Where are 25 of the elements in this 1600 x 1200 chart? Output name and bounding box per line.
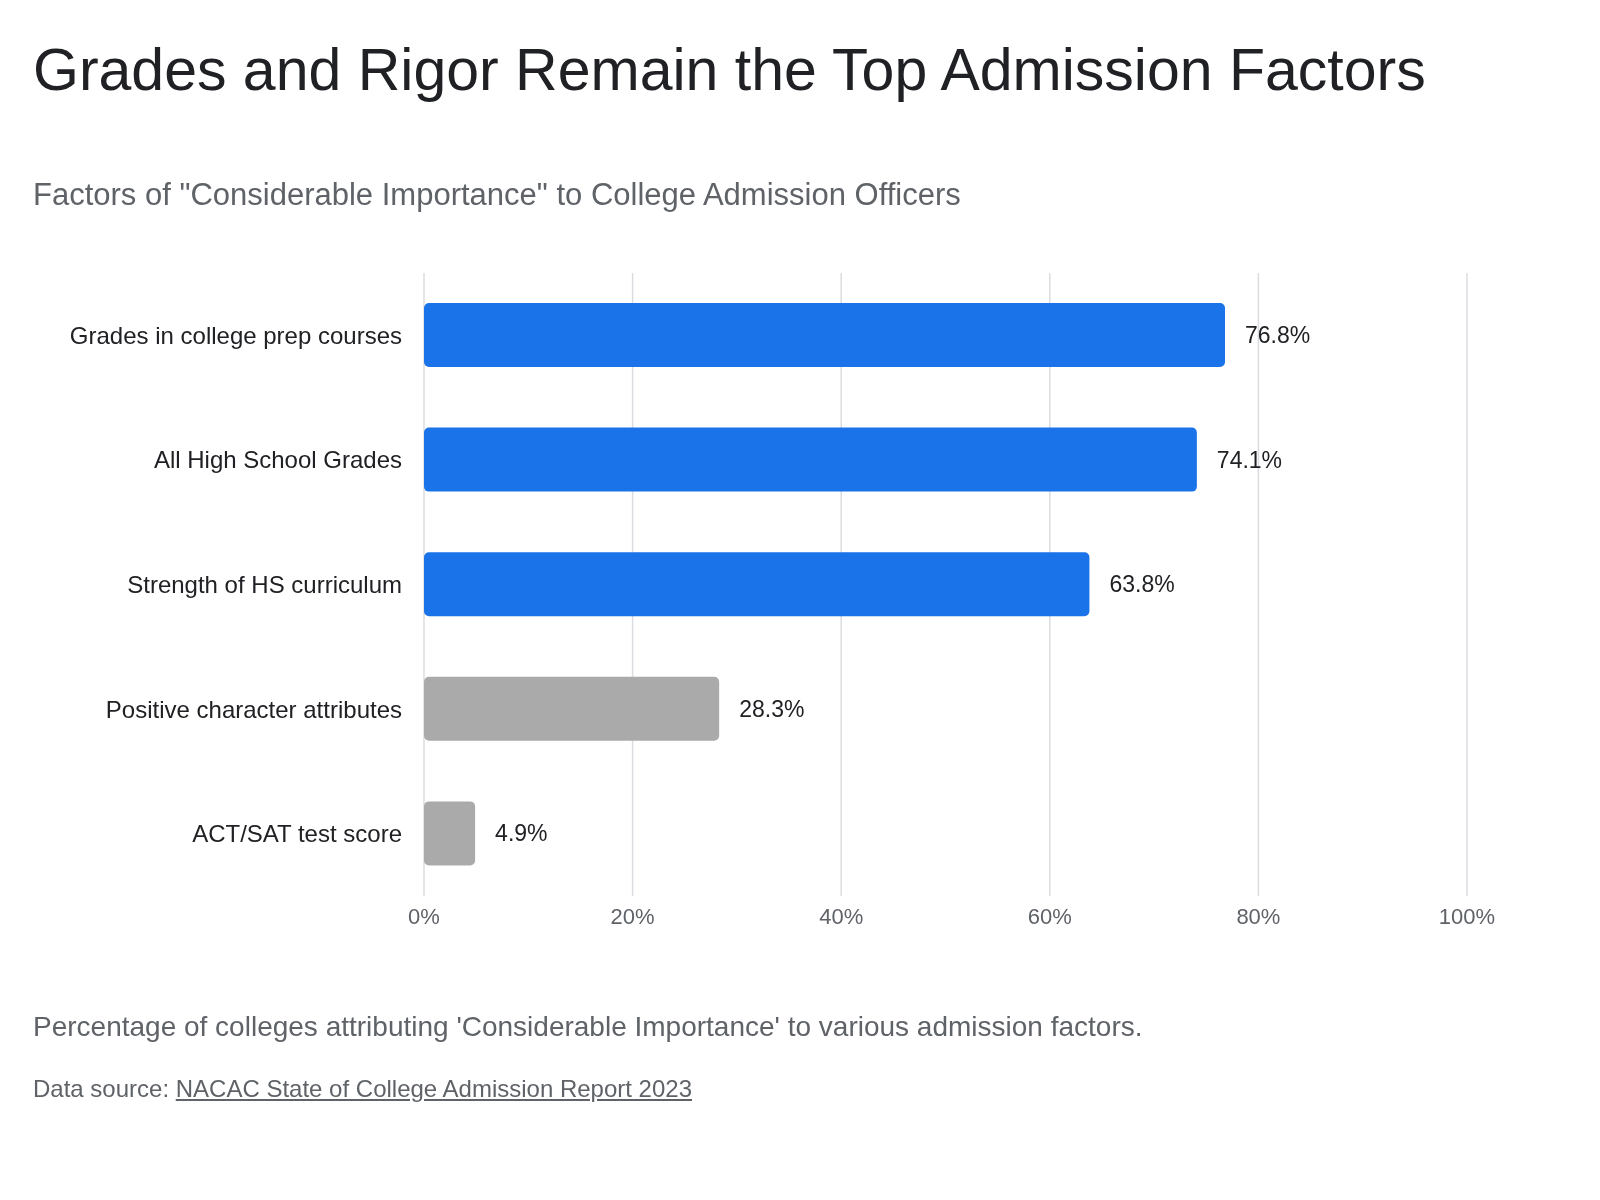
x-tick-label: 20% [610,903,655,929]
y-tick-label: All High School Grades [153,446,402,474]
x-tick-label: 60% [1027,903,1072,929]
data-label: 74.1% [1216,446,1283,473]
data-label: 63.8% [1109,571,1175,598]
x-tick-label: 100% [1438,903,1496,929]
y-tick-label: Grades in college prep courses [69,321,402,349]
data-label: 76.8% [1245,322,1311,349]
x-tick-label: 40% [819,903,864,929]
data-label: 4.9% [495,820,548,847]
x-tick-label: 0% [408,903,440,929]
y-tick-label: ACT/SAT test score [192,820,402,848]
source-note: Data source: NACAC State of College Admission Report 2023 [33,1075,693,1102]
chart-subtitle: Factors of "Considerable Importance" to College Admission Officers [33,177,961,213]
y-tick-label: Positive character attributes [105,695,402,723]
bar [424,427,1197,492]
bar [424,303,1226,367]
y-tick-label: Strength of HS curriculum [127,571,402,599]
bar [424,676,720,741]
bar [424,552,1090,617]
bar [424,801,476,866]
text: Percentage of colleges attributing 'Considerable Importance' to various admission factors. [33,1011,1143,1043]
data-label: 28.3% [739,695,805,722]
x-tick-label: 80% [1236,903,1281,929]
chart-title: Grades and Rigor Remain the Top Admission Factors [33,36,1426,104]
